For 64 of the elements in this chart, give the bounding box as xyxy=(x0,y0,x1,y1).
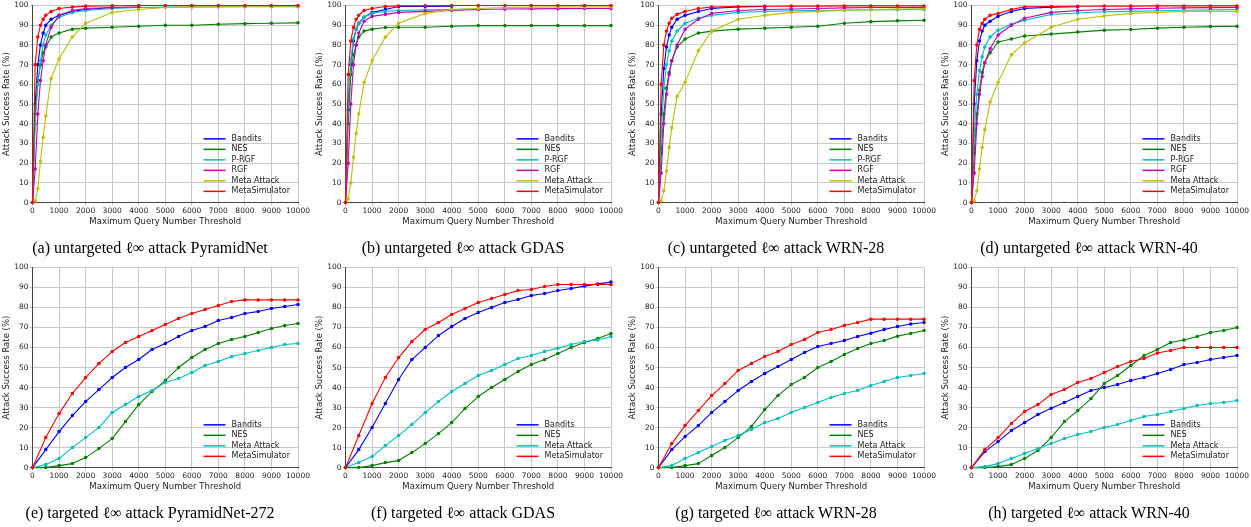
legend-label: MetaSimulator xyxy=(544,186,604,196)
y-axis-title: Attack Success Rate (%) xyxy=(940,52,951,156)
legend-label: NES xyxy=(857,430,874,440)
legend-label: RGF xyxy=(857,165,875,175)
text: (e) targeted ℓ∞ attack PyramidNet-272 xyxy=(25,503,275,522)
x-axis-title: Maximum Query Number Threshold xyxy=(89,215,242,226)
y-axis-title: Attack Success Rate (%) xyxy=(940,315,951,420)
legend-label: NES xyxy=(1170,144,1187,154)
legend-label: NES xyxy=(857,144,874,154)
legend-label: P-RGF xyxy=(1170,154,1195,164)
legend-label: Meta Attack xyxy=(1170,440,1219,450)
legend-label: Bandits xyxy=(857,419,888,429)
legend-label: P-RGF xyxy=(231,154,256,164)
legend-label: Meta Attack xyxy=(231,440,280,450)
legend-label: RGF xyxy=(1170,165,1188,175)
y-axis-title: Attack Success Rate (%) xyxy=(314,52,325,156)
legend-label: Bandits xyxy=(544,419,575,429)
x-axis-title: Maximum Query Number Threshold xyxy=(715,480,868,491)
x-axis-title: Maximum Query Number Threshold xyxy=(1028,215,1181,226)
y-axis-title: Attack Success Rate (%) xyxy=(627,52,638,156)
legend-label: Bandits xyxy=(231,133,262,143)
text: (h) targeted ℓ∞ attack WRN-40 xyxy=(988,503,1190,522)
legend-label: NES xyxy=(1170,430,1187,440)
legend-label: RGF xyxy=(231,165,249,175)
legend-label: RGF xyxy=(544,165,562,175)
legend-label: MetaSimulator xyxy=(1170,451,1230,461)
legend-label: MetaSimulator xyxy=(1170,186,1230,196)
x-axis-title: Maximum Query Number Threshold xyxy=(1028,480,1181,491)
legend-label: P-RGF xyxy=(544,154,569,164)
legend-label: MetaSimulator xyxy=(231,186,291,196)
text: (g) targeted ℓ∞ attack WRN-28 xyxy=(675,503,877,522)
legend-label: NES xyxy=(544,144,561,154)
legend-label: Bandits xyxy=(1170,133,1201,143)
legend-label: Meta Attack xyxy=(857,440,906,450)
legend-label: NES xyxy=(231,144,248,154)
x-axis-title: Maximum Query Number Threshold xyxy=(402,480,555,491)
legend-label: Meta Attack xyxy=(544,175,593,185)
y-axis-title: Attack Success Rate (%) xyxy=(627,315,638,420)
text: (f) targeted ℓ∞ attack GDAS xyxy=(370,503,556,522)
legend-label: MetaSimulator xyxy=(857,186,917,196)
x-axis-title: Maximum Query Number Threshold xyxy=(402,215,555,226)
legend-label: Bandits xyxy=(1170,419,1201,429)
y-axis-title: Attack Success Rate (%) xyxy=(314,315,325,420)
legend-label: Meta Attack xyxy=(231,175,280,185)
text: (a) untargeted ℓ∞ attack PyramidNet xyxy=(32,238,269,257)
legend-label: Meta Attack xyxy=(857,175,906,185)
text: (b) untargeted ℓ∞ attack GDAS xyxy=(361,238,565,257)
x-axis-title: Maximum Query Number Threshold xyxy=(89,480,242,491)
legend-label: P-RGF xyxy=(857,154,882,164)
legend-label: MetaSimulator xyxy=(231,451,291,461)
legend-label: Bandits xyxy=(544,133,575,143)
legend-label: NES xyxy=(544,430,561,440)
y-axis-title: Attack Success Rate (%) xyxy=(1,52,12,156)
text: (c) untargeted ℓ∞ attack WRN-28 xyxy=(667,238,885,257)
legend-label: NES xyxy=(231,430,248,440)
legend-label: Meta Attack xyxy=(544,440,593,450)
x-axis-title: Maximum Query Number Threshold xyxy=(715,215,868,226)
text: (d) untargeted ℓ∞ attack WRN-40 xyxy=(980,238,1198,257)
legend-label: Bandits xyxy=(231,419,262,429)
legend-label: Meta Attack xyxy=(1170,175,1219,185)
y-axis-title: Attack Success Rate (%) xyxy=(1,315,12,420)
legend-label: MetaSimulator xyxy=(544,451,604,461)
legend-label: Bandits xyxy=(857,133,888,143)
legend-label: MetaSimulator xyxy=(857,451,917,461)
